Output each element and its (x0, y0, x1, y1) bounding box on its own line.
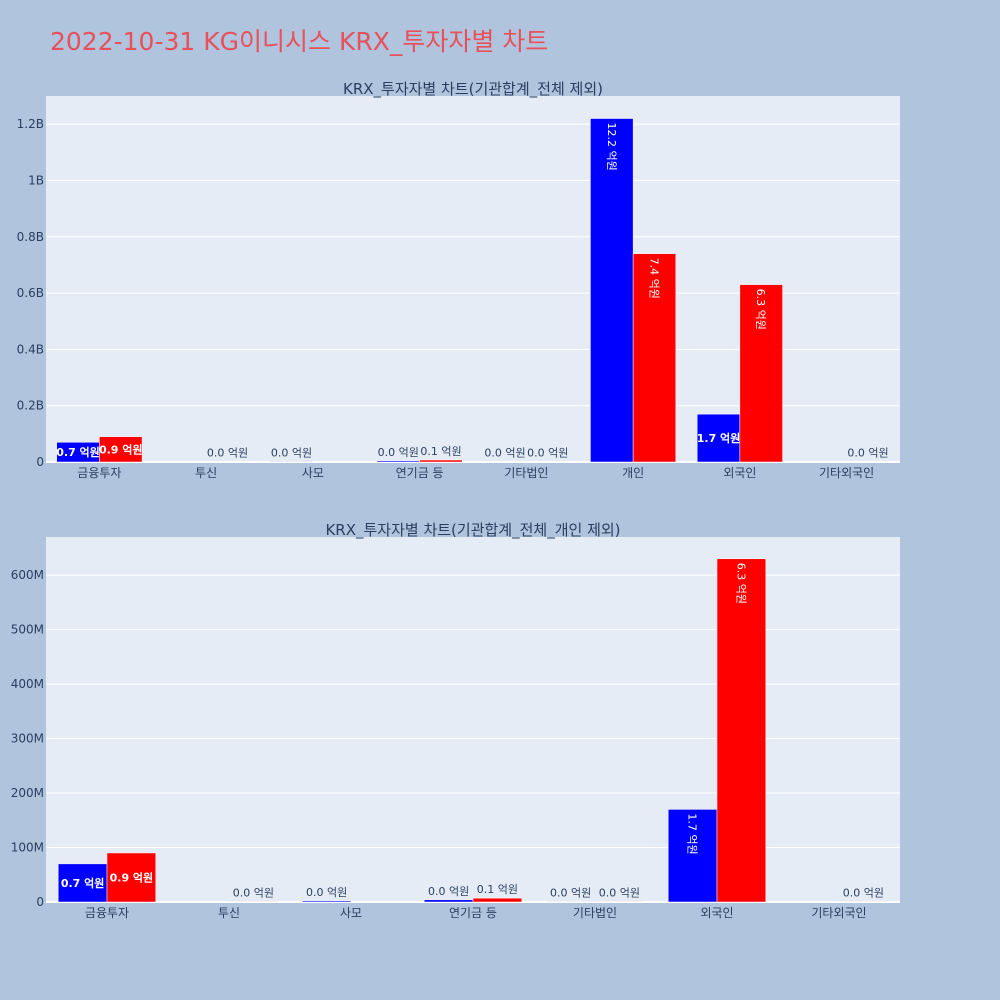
y-tick-label: 1.2B (17, 117, 44, 131)
bar (594, 901, 645, 903)
data-label: 0.1 억원 (477, 883, 518, 896)
bar (696, 413, 741, 463)
data-label: 0.9 억원 (99, 442, 143, 456)
bar (57, 863, 108, 903)
data-label: 0.1 억원 (420, 445, 461, 458)
data-label: 7.4 억원 (647, 258, 660, 299)
bar (716, 558, 767, 903)
bar (472, 897, 523, 903)
x-tick-label: 연기금 등 (396, 466, 444, 480)
data-label: 0.0 억원 (843, 886, 884, 899)
bar (423, 899, 474, 903)
bar (419, 459, 463, 463)
bar (526, 461, 570, 463)
data-label: 0.0 억원 (306, 886, 347, 899)
bar (789, 901, 840, 903)
data-label: 6.3 억원 (754, 289, 767, 330)
y-tick-label: 0.8B (17, 230, 44, 244)
x-tick-label: 기타법인 (504, 466, 548, 480)
x-tick-label: 외국인 (723, 466, 756, 480)
chart-title: KRX_투자자별 차트(기관합계_전체 제외) (343, 80, 603, 99)
bar (301, 900, 352, 903)
x-tick-label: 투신 (195, 466, 217, 480)
data-label: 1.7 억원 (697, 431, 741, 445)
x-tick-label: 외국인 (700, 906, 733, 920)
data-label: 0.0 억원 (484, 447, 525, 460)
bar (312, 461, 356, 463)
bar (99, 436, 143, 463)
x-tick-label: 투신 (218, 906, 240, 920)
data-label: 0.0 억원 (378, 446, 419, 459)
data-label: 1.7 억원 (686, 813, 699, 854)
bar (106, 852, 157, 903)
x-tick-label: 기타외국인 (811, 906, 866, 920)
y-tick-label: 0.6B (17, 286, 44, 300)
bar (228, 901, 279, 903)
x-tick-label: 개인 (622, 466, 644, 480)
bar (632, 253, 677, 463)
data-label: 0.0 억원 (207, 447, 248, 460)
data-label: 12.2 억원 (605, 123, 618, 171)
bar (739, 284, 783, 463)
y-tick-label: 100M (11, 841, 44, 855)
y-tick-label: 0.2B (17, 399, 44, 413)
data-label: 0.0 억원 (428, 885, 469, 898)
page-title: 2022-10-31 KG이니시스 KRX_투자자별 차트 (50, 27, 549, 56)
chart-title: KRX_투자자별 차트(기관합계_전체_개인 제외) (325, 521, 620, 540)
y-tick-label: 500M (11, 623, 44, 637)
bar (350, 901, 401, 903)
x-tick-label: 사모 (302, 466, 324, 480)
bar (838, 901, 889, 903)
data-label: 0.0 억원 (233, 886, 274, 899)
x-tick-label: 금융투자 (77, 466, 121, 480)
bar (179, 901, 230, 903)
x-tick-label: 기타법인 (573, 906, 617, 920)
data-label: 0.0 억원 (271, 446, 312, 459)
y-tick-label: 0 (36, 455, 44, 469)
x-tick-label: 기타외국인 (819, 466, 874, 480)
y-tick-label: 200M (11, 786, 44, 800)
bar (545, 901, 596, 903)
y-tick-label: 1B (28, 173, 44, 187)
x-tick-label: 사모 (340, 906, 362, 920)
y-tick-label: 600M (11, 568, 44, 582)
data-label: 0.0 억원 (550, 886, 591, 899)
x-tick-label: 연기금 등 (449, 906, 497, 920)
data-label: 0.9 억원 (110, 870, 154, 884)
data-label: 0.0 억원 (527, 447, 568, 460)
data-label: 0.7 억원 (61, 876, 105, 890)
y-tick-label: 0.4B (17, 342, 44, 356)
y-tick-label: 0 (36, 895, 44, 909)
bar (846, 461, 890, 463)
bar (205, 461, 250, 463)
data-label: 0.0 억원 (599, 886, 640, 899)
data-label: 0.0 억원 (847, 447, 888, 460)
data-label: 0.7 억원 (56, 445, 100, 459)
y-tick-label: 400M (11, 677, 44, 691)
x-tick-label: 금융투자 (85, 906, 129, 920)
y-tick-label: 300M (11, 732, 44, 746)
data-label: 6.3 억원 (734, 563, 747, 604)
bar (590, 118, 634, 463)
